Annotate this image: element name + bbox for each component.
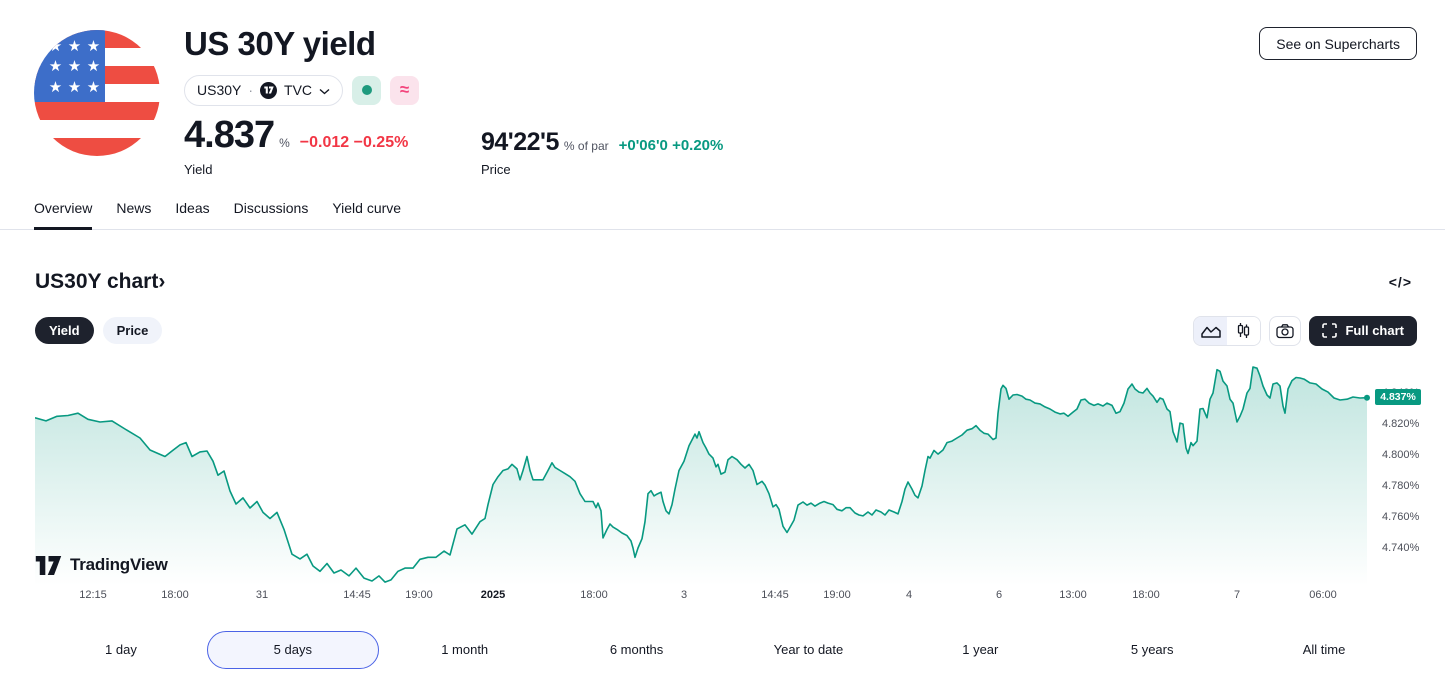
market-status-badge[interactable] <box>352 75 382 105</box>
tab-overview[interactable]: Overview <box>34 190 93 230</box>
chart-heading[interactable]: US30Y chart› <box>35 269 166 293</box>
y-axis-label: 4.760% <box>1382 510 1420 523</box>
range-1-year[interactable]: 1 year <box>894 631 1066 669</box>
range-all-time[interactable]: All time <box>1238 631 1410 669</box>
price-unit: % of par <box>563 138 609 153</box>
tradingview-watermark[interactable]: TradingView <box>35 555 168 576</box>
price-value: 94'22'5 <box>481 127 559 156</box>
yield-line-series <box>35 365 1368 583</box>
yield-area-chart[interactable] <box>35 356 1371 586</box>
tab-ideas[interactable]: Ideas <box>175 199 210 216</box>
x-axis-label: 06:00 <box>1309 588 1337 601</box>
yield-change: −0.012 <box>299 133 350 151</box>
page-title: US 30Y yield <box>184 25 376 62</box>
y-axis-label: 4.740% <box>1382 541 1420 554</box>
area-fill <box>35 366 1367 586</box>
exchange-label: TVC <box>284 82 313 99</box>
range-1-month[interactable]: 1 month <box>379 631 551 669</box>
last-value-badge: 4.837% <box>1375 389 1421 406</box>
candles-chart-icon <box>1238 323 1250 339</box>
x-axis-label: 18:00 <box>161 588 189 601</box>
delayed-data-badge[interactable]: ≈ <box>390 75 420 105</box>
price-label: Price <box>481 161 511 177</box>
embed-code-icon[interactable]: </> <box>1388 273 1412 290</box>
x-axis-label: 3 <box>680 588 688 601</box>
full-chart-button[interactable]: Full chart <box>1309 315 1417 346</box>
x-axis-label: 19:00 <box>405 588 433 601</box>
area-chart-icon <box>1201 326 1221 338</box>
range-6-months[interactable]: 6 months <box>551 631 723 669</box>
chart-type-switcher <box>1193 315 1262 346</box>
symbol-selector[interactable]: US30Y · TVC <box>184 74 344 106</box>
market-open-dot-icon <box>361 85 372 96</box>
tradingview-logo-icon <box>260 81 278 99</box>
yield-price-toggle: Yield Price <box>35 317 171 345</box>
chart-section: US30Y chart› </> Yield Price <box>0 270 1445 669</box>
toggle-price[interactable]: Price <box>102 317 163 345</box>
date-range-bar: 1 day 5 days 1 month 6 months Year to date 1 … <box>35 630 1410 669</box>
candles-chart-button[interactable] <box>1227 316 1261 345</box>
y-axis-label: 4.780% <box>1382 479 1420 492</box>
yield-unit: % <box>279 135 290 150</box>
y-axis-label: 4.820% <box>1382 417 1420 430</box>
snapshot-button[interactable] <box>1269 315 1302 346</box>
range-year-to-date[interactable]: Year to date <box>723 631 895 669</box>
y-axis-label: 4.800% <box>1382 448 1420 461</box>
price-change-pct: +0.20% <box>672 136 724 154</box>
x-axis-label: 18:00 <box>1132 588 1160 601</box>
see-on-supercharts-button[interactable]: See on Supercharts <box>1259 27 1417 60</box>
us-flag-icon: ★ ★ ★ ★ ★ ★ ★ ★ ★ <box>34 30 160 156</box>
x-axis-label: 14:45 <box>761 588 789 601</box>
yield-value: 4.837 <box>184 113 275 156</box>
x-axis-label: 13:00 <box>1059 588 1087 601</box>
x-axis-label: 2025 <box>480 588 506 601</box>
tab-yield-curve[interactable]: Yield curve <box>332 199 402 216</box>
area-chart-button[interactable] <box>1194 316 1228 345</box>
tab-bar: Overview News Ideas Discussions Yield curve <box>0 190 1445 230</box>
separator: · <box>248 82 254 99</box>
x-axis-label: 7 <box>1233 588 1241 601</box>
x-axis-label: 6 <box>995 588 1003 601</box>
fullscreen-icon <box>1322 323 1338 338</box>
price-change: +0'06'0 <box>618 136 668 154</box>
x-axis-label: 19:00 <box>823 588 851 601</box>
flag-canton: ★ ★ ★ ★ ★ ★ ★ ★ ★ <box>34 30 105 102</box>
chevron-down-icon <box>319 82 330 98</box>
x-axis-label: 12:15 <box>79 588 107 601</box>
tab-discussions[interactable]: Discussions <box>233 199 309 216</box>
x-axis-label: 14:45 <box>343 588 371 601</box>
symbol-label: US30Y <box>197 82 242 99</box>
watermark-text: TradingView <box>70 555 168 575</box>
toggle-yield[interactable]: Yield <box>35 317 94 345</box>
tab-news[interactable]: News <box>116 199 152 216</box>
last-point-marker <box>1364 394 1370 401</box>
price-quote: 94'22'5 % of par +0'06'0 +0.20% Price <box>481 114 723 177</box>
camera-icon <box>1276 323 1295 338</box>
chart-area: TradingView 4.840%4.820%4.800%4.780%4.76… <box>0 356 1445 610</box>
header: ★ ★ ★ ★ ★ ★ ★ ★ ★ US 30Y yield US30Y · TVC ≈ <box>0 0 1445 177</box>
x-axis-label: 31 <box>255 588 269 601</box>
x-axis-label: 4 <box>905 588 913 601</box>
chevron-right-icon: › <box>158 269 166 293</box>
range-1-day[interactable]: 1 day <box>35 631 207 669</box>
tradingview-logo-icon <box>35 555 62 575</box>
yield-change-pct: −0.25% <box>353 133 409 151</box>
range-5-days[interactable]: 5 days <box>206 630 379 669</box>
yield-label: Yield <box>184 161 213 177</box>
time-scale[interactable]: 12:15 18:00 31 14:45 19:00 2025 18:00 3 14:45 19:… <box>35 589 1371 607</box>
price-scale[interactable]: 4.840%4.820%4.800%4.780%4.760%4.740%4.83… <box>1371 356 1445 586</box>
x-axis-label: 18:00 <box>580 588 608 601</box>
range-5-years[interactable]: 5 years <box>1066 631 1238 669</box>
yield-quote: 4.837 % −0.012 −0.25% Yield <box>184 114 481 177</box>
